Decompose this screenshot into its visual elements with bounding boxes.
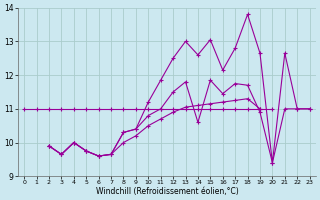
X-axis label: Windchill (Refroidissement éolien,°C): Windchill (Refroidissement éolien,°C) <box>96 187 238 196</box>
